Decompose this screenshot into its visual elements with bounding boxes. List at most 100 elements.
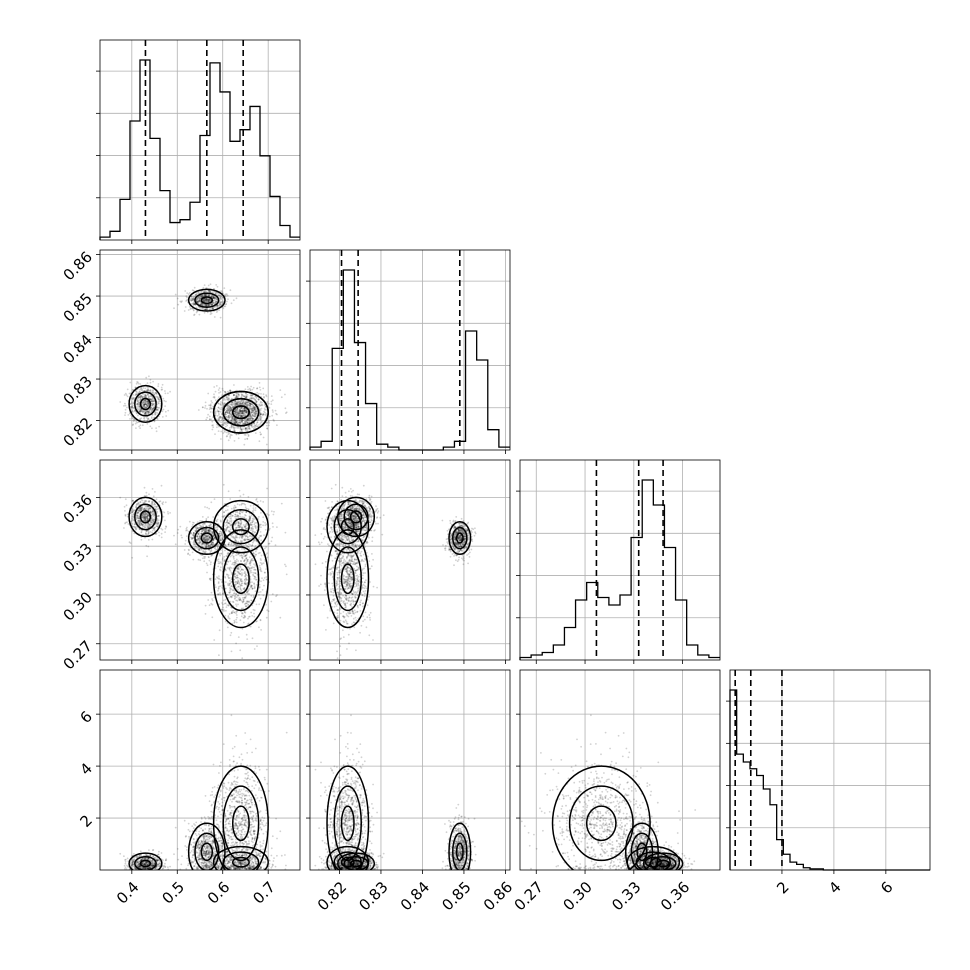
sample-point bbox=[206, 298, 209, 301]
sample-point bbox=[241, 409, 244, 411]
sample-point bbox=[192, 304, 195, 306]
sample-point bbox=[254, 399, 256, 401]
sample-point bbox=[198, 524, 201, 527]
sample-point bbox=[236, 580, 239, 583]
sample-point bbox=[253, 412, 256, 415]
sample-point bbox=[244, 438, 247, 441]
sample-point bbox=[165, 400, 167, 403]
sample-point bbox=[158, 400, 161, 402]
sample-point bbox=[242, 422, 245, 425]
sample-point bbox=[140, 395, 143, 398]
sample-point bbox=[239, 409, 242, 412]
sample-point bbox=[238, 403, 241, 406]
sample-point bbox=[138, 407, 141, 409]
sample-point bbox=[143, 514, 146, 517]
sample-point bbox=[247, 617, 249, 620]
sample-point bbox=[234, 400, 237, 403]
sample-point bbox=[219, 403, 222, 405]
sample-point bbox=[204, 297, 207, 300]
sample-point bbox=[147, 395, 150, 398]
sample-point bbox=[246, 552, 248, 555]
sample-point bbox=[271, 414, 274, 417]
sample-point bbox=[244, 403, 247, 405]
sample-point bbox=[263, 404, 266, 406]
sample-point bbox=[247, 401, 249, 404]
sample-point bbox=[248, 426, 250, 428]
sample-point bbox=[254, 407, 256, 409]
sample-point bbox=[138, 401, 141, 404]
sample-point bbox=[222, 419, 225, 422]
sample-point bbox=[247, 418, 249, 421]
sample-point bbox=[208, 298, 211, 301]
sample-point bbox=[240, 420, 242, 423]
contour-line bbox=[134, 391, 157, 417]
sample-point bbox=[210, 295, 213, 298]
sample-point bbox=[187, 309, 190, 311]
sample-point bbox=[243, 409, 246, 412]
sample-point bbox=[272, 418, 275, 421]
sample-point bbox=[240, 412, 243, 415]
sample-point bbox=[249, 406, 252, 409]
sample-point bbox=[252, 417, 255, 420]
sample-point bbox=[203, 291, 206, 293]
sample-point bbox=[149, 407, 152, 410]
sample-point bbox=[241, 412, 244, 414]
sample-point bbox=[236, 414, 238, 417]
sample-point bbox=[235, 421, 238, 424]
sample-point bbox=[233, 428, 236, 431]
sample-point bbox=[205, 304, 208, 307]
sample-point bbox=[230, 409, 233, 412]
sample-point bbox=[259, 411, 262, 414]
sample-point bbox=[250, 411, 253, 414]
sample-point bbox=[211, 304, 213, 306]
sample-point bbox=[203, 297, 206, 300]
sample-point bbox=[259, 414, 261, 417]
sample-point bbox=[265, 616, 268, 619]
density-points bbox=[119, 283, 288, 446]
sample-point bbox=[231, 544, 233, 547]
sample-point bbox=[236, 410, 239, 413]
sample-point bbox=[262, 413, 265, 415]
sample-point bbox=[208, 530, 211, 533]
sample-point bbox=[143, 494, 146, 497]
sample-point bbox=[131, 511, 133, 514]
sample-point bbox=[227, 490, 230, 493]
sample-point bbox=[197, 301, 200, 304]
sample-point bbox=[271, 522, 274, 525]
sample-point bbox=[233, 410, 236, 413]
sample-point bbox=[173, 307, 175, 310]
sample-point bbox=[146, 555, 149, 558]
sample-point bbox=[250, 423, 253, 426]
sample-point bbox=[138, 396, 141, 398]
sample-point bbox=[164, 531, 167, 533]
sample-point bbox=[230, 426, 233, 429]
sample-point bbox=[238, 489, 241, 492]
sample-point bbox=[124, 404, 127, 407]
sample-point bbox=[195, 293, 198, 296]
sample-point bbox=[211, 291, 214, 294]
sample-point bbox=[151, 399, 154, 402]
sample-point bbox=[213, 296, 216, 299]
sample-point bbox=[254, 411, 257, 414]
sample-point bbox=[254, 415, 256, 418]
sample-point bbox=[250, 419, 253, 422]
sample-point bbox=[192, 558, 195, 561]
sample-point bbox=[249, 504, 252, 507]
sample-point bbox=[253, 568, 256, 571]
sample-point bbox=[240, 393, 243, 396]
sample-point bbox=[146, 412, 149, 415]
sample-point bbox=[207, 301, 209, 303]
sample-point bbox=[210, 295, 213, 298]
sample-point bbox=[133, 410, 136, 413]
sample-point bbox=[226, 396, 229, 399]
sample-point bbox=[204, 308, 207, 311]
sample-point bbox=[157, 406, 160, 409]
sample-point bbox=[150, 402, 153, 405]
sample-point bbox=[219, 403, 222, 406]
sample-point bbox=[227, 409, 230, 412]
sample-point bbox=[136, 403, 139, 405]
sample-point bbox=[223, 402, 226, 405]
sample-point bbox=[226, 411, 228, 413]
sample-point bbox=[179, 525, 182, 528]
sample-point bbox=[154, 413, 157, 416]
